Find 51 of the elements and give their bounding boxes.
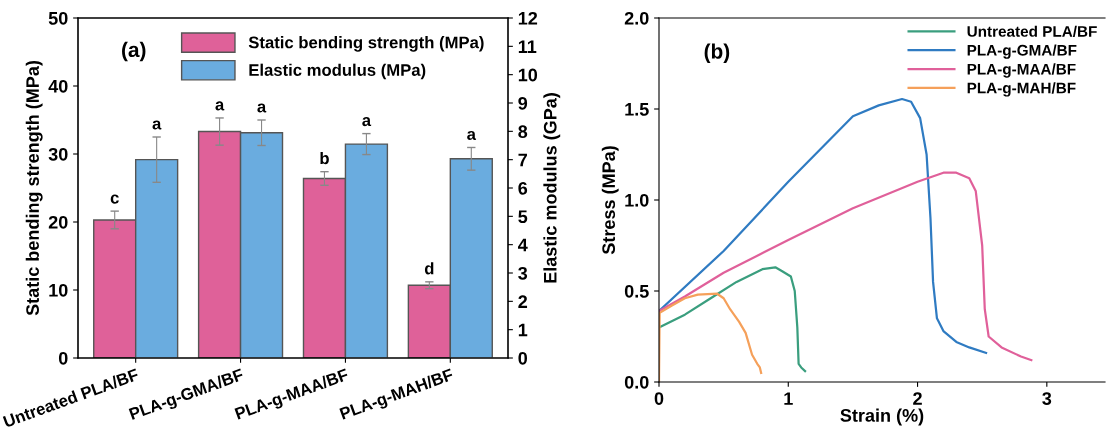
y-tick-label: 1.5 — [625, 103, 649, 116]
y-tick-label: 0.0 — [624, 375, 649, 389]
y-tick-label: 30 — [48, 147, 68, 161]
line-series — [659, 97, 988, 354]
data-label: a — [152, 120, 162, 130]
data-label: a — [362, 117, 372, 127]
legend-label: PLA-g-GMA/BF — [967, 44, 1077, 59]
legend-label: Elastic modulus (MPa) — [249, 63, 426, 80]
y-tick-label: 10 — [49, 283, 68, 297]
y2-tick-label: 5 — [518, 210, 528, 224]
y-axis-title: Stress (MPa) — [601, 146, 619, 255]
x-tick-label: 2 — [913, 392, 922, 405]
legend-label: PLA-g-MAH/BF — [967, 82, 1076, 97]
y2-tick-label: 11 — [518, 40, 537, 53]
annotation: (a) — [122, 41, 146, 62]
y-tick-label: 20 — [48, 215, 68, 229]
y2-tick-label: 6 — [518, 181, 528, 195]
data-label: d — [424, 262, 434, 275]
y2-tick-label: 8 — [518, 125, 528, 139]
legend-label: Static bending strength (MPa) — [248, 36, 484, 52]
data-label: a — [215, 101, 225, 111]
x-tick-label: 0 — [654, 392, 664, 405]
y-tick-label: 0.5 — [624, 284, 649, 298]
y2-tick-label: 2 — [518, 295, 528, 308]
y2-tick-label: 12 — [518, 11, 538, 25]
legend-label: PLA-g-MAA/BF — [967, 63, 1076, 78]
y2-axis-title: Elastic modulus (GPa) — [543, 93, 561, 283]
line-series — [659, 171, 1033, 362]
annotation: (b) — [704, 43, 730, 63]
data-label: c — [110, 194, 119, 204]
y-tick-label: 50 — [48, 11, 68, 25]
y-tick-label: 2.0 — [624, 11, 649, 25]
x-tick-label: 3 — [1042, 392, 1052, 406]
x-axis-title: Strain (%) — [840, 408, 924, 426]
y2-tick-label: 9 — [518, 96, 528, 110]
data-label: b — [320, 151, 329, 165]
y-tick-label: 0 — [58, 351, 68, 365]
y-axis-title: Static bending strength (MPa) — [25, 60, 43, 316]
y2-tick-label: 10 — [518, 68, 538, 82]
y-tick-label: 1.0 — [625, 193, 649, 207]
y2-tick-label: 4 — [518, 238, 528, 252]
legend-label: Untreated PLA/BF — [967, 25, 1097, 38]
data-label: a — [467, 130, 477, 141]
y2-tick-label: 7 — [518, 153, 527, 167]
y-tick-label: 40 — [48, 79, 68, 93]
data-label: a — [257, 103, 267, 113]
line-series — [659, 266, 807, 373]
y2-tick-label: 0 — [518, 351, 528, 365]
x-tick-label: 1 — [784, 392, 793, 405]
y2-tick-label: 1 — [518, 323, 528, 337]
y2-tick-label: 3 — [518, 266, 528, 280]
